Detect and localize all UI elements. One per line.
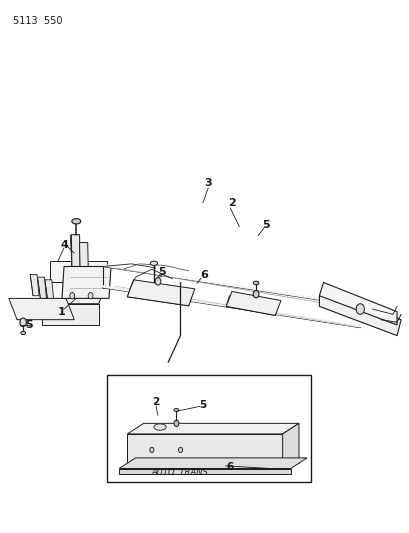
Ellipse shape <box>173 408 178 411</box>
Polygon shape <box>319 296 400 336</box>
Polygon shape <box>319 282 396 325</box>
Polygon shape <box>103 285 360 328</box>
Polygon shape <box>37 277 46 298</box>
Text: 5: 5 <box>262 220 270 230</box>
Circle shape <box>20 318 26 327</box>
Polygon shape <box>79 243 88 282</box>
Text: 1: 1 <box>58 306 66 317</box>
Polygon shape <box>45 280 54 301</box>
Polygon shape <box>79 277 88 290</box>
Text: 2: 2 <box>152 397 159 407</box>
Text: 3: 3 <box>204 177 211 188</box>
Text: 5: 5 <box>158 267 166 277</box>
Text: 5113  550: 5113 550 <box>13 15 62 26</box>
Polygon shape <box>103 264 360 306</box>
Polygon shape <box>49 261 107 282</box>
Circle shape <box>173 420 178 426</box>
Polygon shape <box>41 282 107 304</box>
Circle shape <box>178 447 182 453</box>
Circle shape <box>88 293 93 299</box>
Text: 6: 6 <box>199 270 207 280</box>
Polygon shape <box>41 304 99 325</box>
Ellipse shape <box>153 424 166 430</box>
Polygon shape <box>62 266 111 298</box>
Text: 6: 6 <box>225 463 233 472</box>
Ellipse shape <box>72 219 81 224</box>
Polygon shape <box>127 285 192 306</box>
Text: 2: 2 <box>227 198 235 208</box>
Ellipse shape <box>150 261 157 265</box>
Polygon shape <box>71 235 80 282</box>
Text: AUTO. TRANS.: AUTO. TRANS. <box>151 468 211 477</box>
Bar <box>107 375 310 482</box>
Polygon shape <box>226 296 278 316</box>
Polygon shape <box>127 423 298 434</box>
Polygon shape <box>119 458 306 469</box>
Polygon shape <box>282 423 298 463</box>
Ellipse shape <box>253 281 258 285</box>
Circle shape <box>149 447 153 453</box>
Polygon shape <box>127 280 194 306</box>
Polygon shape <box>9 298 74 320</box>
Polygon shape <box>226 292 280 316</box>
Polygon shape <box>127 434 282 463</box>
Circle shape <box>355 304 364 314</box>
Ellipse shape <box>21 332 25 335</box>
Circle shape <box>70 293 74 299</box>
Polygon shape <box>30 274 39 296</box>
Circle shape <box>155 278 160 285</box>
Polygon shape <box>119 469 290 474</box>
Circle shape <box>253 290 258 298</box>
Text: 5: 5 <box>199 400 206 410</box>
Text: 4: 4 <box>60 240 68 250</box>
Text: 5: 5 <box>25 320 33 330</box>
